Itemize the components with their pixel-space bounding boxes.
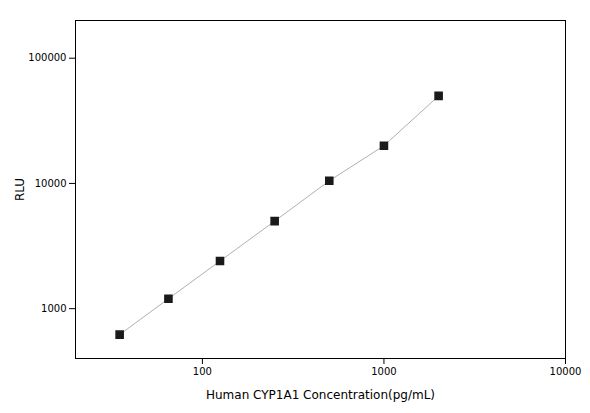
svg-text:1000: 1000 — [371, 366, 396, 377]
svg-text:100000: 100000 — [28, 52, 66, 63]
svg-text:10000: 10000 — [35, 178, 67, 189]
svg-text:1000: 1000 — [41, 303, 66, 314]
svg-text:10000: 10000 — [550, 366, 582, 377]
svg-text:100: 100 — [193, 366, 212, 377]
svg-text:RLU: RLU — [13, 178, 27, 201]
svg-text:Human CYP1A1 Concentration(pg/: Human CYP1A1 Concentration(pg/mL) — [206, 388, 435, 402]
